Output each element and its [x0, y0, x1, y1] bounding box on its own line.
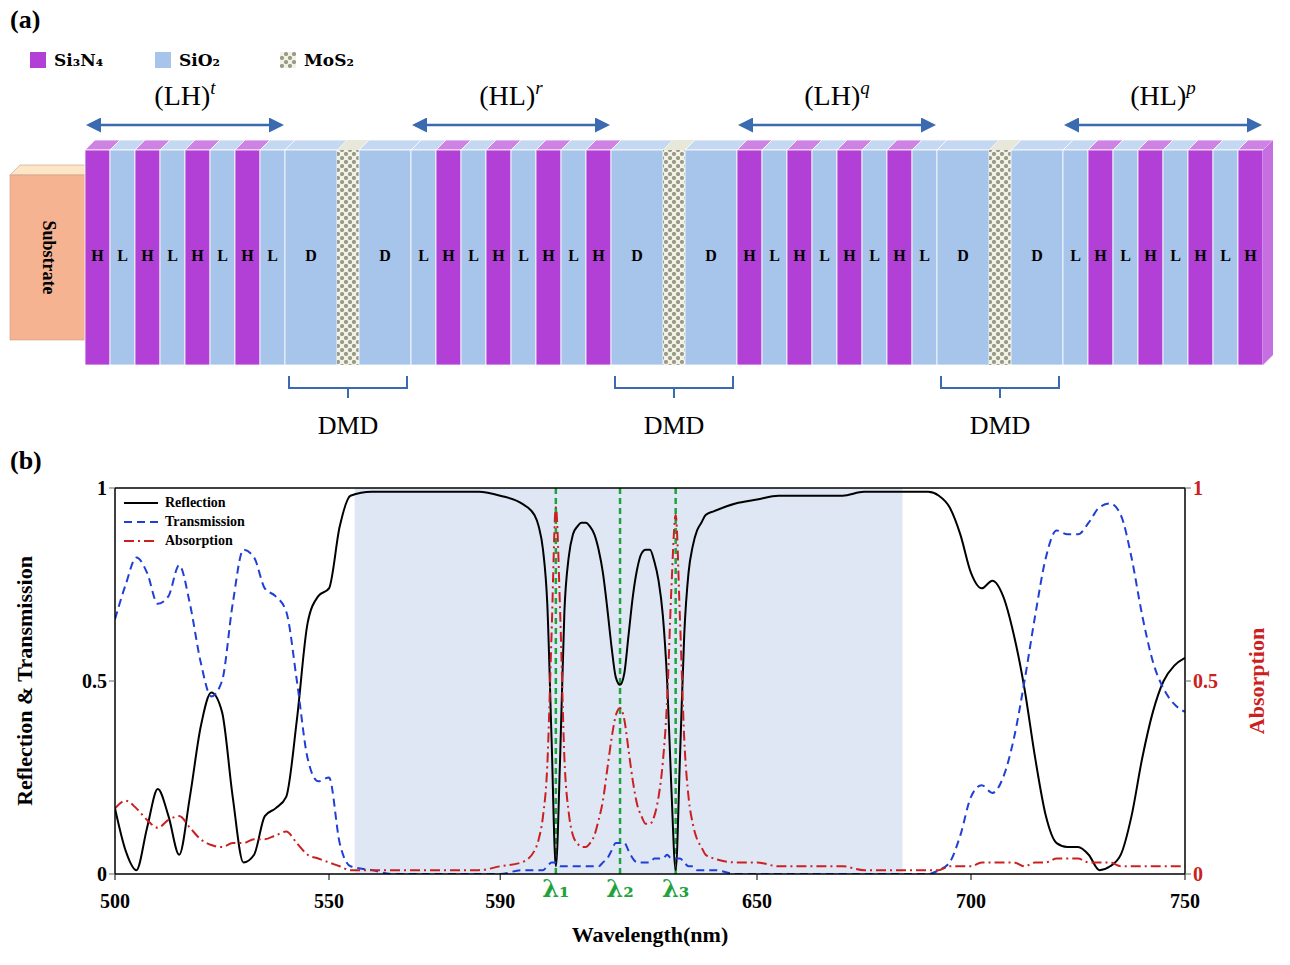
svg-text:λ₂: λ₂	[606, 874, 633, 903]
svg-text:L: L	[769, 247, 780, 264]
svg-text:(LH)q: (LH)q	[804, 77, 870, 111]
svg-text:(HL)r: (HL)r	[479, 77, 543, 111]
svg-text:H: H	[592, 247, 605, 264]
svg-text:L: L	[1170, 247, 1181, 264]
svg-text:L: L	[217, 247, 228, 264]
svg-text:L: L	[468, 247, 479, 264]
svg-text:Absorption: Absorption	[1244, 628, 1269, 734]
svg-text:λ₁: λ₁	[542, 874, 569, 903]
svg-text:L: L	[1070, 247, 1081, 264]
svg-text:H: H	[1244, 247, 1257, 264]
svg-text:L: L	[919, 247, 930, 264]
svg-text:750: 750	[1170, 890, 1200, 912]
html-text:(b): (b)	[10, 446, 42, 475]
svg-text:H: H	[492, 247, 505, 264]
svg-text:650: 650	[742, 890, 772, 912]
svg-text:Substrate: Substrate	[39, 220, 59, 294]
svg-text:0.5: 0.5	[82, 670, 107, 692]
svg-text:L: L	[418, 247, 429, 264]
svg-text:1: 1	[97, 477, 107, 499]
svg-text:D: D	[631, 247, 643, 264]
svg-text:D: D	[1031, 247, 1043, 264]
svg-text:H: H	[241, 247, 254, 264]
svg-text:L: L	[267, 247, 278, 264]
svg-text:(a): (a)	[10, 5, 40, 34]
svg-text:550: 550	[314, 890, 344, 912]
html-text:Reflection: Reflection	[165, 495, 226, 510]
svg-text:D: D	[705, 247, 717, 264]
svg-text:H: H	[141, 247, 154, 264]
svg-text:L: L	[1120, 247, 1131, 264]
svg-text:L: L	[568, 247, 579, 264]
svg-text:H: H	[793, 247, 806, 264]
svg-text:L: L	[1220, 247, 1231, 264]
svg-text:MoS₂: MoS₂	[304, 50, 354, 70]
svg-text:0.5: 0.5	[1193, 670, 1218, 692]
svg-text:1: 1	[1193, 477, 1203, 499]
svg-text:H: H	[1094, 247, 1107, 264]
svg-text:H: H	[542, 247, 555, 264]
svg-text:H: H	[1194, 247, 1207, 264]
svg-text:L: L	[819, 247, 830, 264]
svg-text:500: 500	[100, 890, 130, 912]
svg-text:L: L	[518, 247, 529, 264]
svg-text:D: D	[957, 247, 969, 264]
svg-text:(LH)t: (LH)t	[154, 77, 216, 111]
svg-text:H: H	[843, 247, 856, 264]
svg-text:D: D	[379, 247, 391, 264]
svg-text:λ₃: λ₃	[662, 874, 689, 903]
svg-text:L: L	[869, 247, 880, 264]
svg-text:H: H	[743, 247, 756, 264]
svg-text:700: 700	[956, 890, 986, 912]
svg-text:0: 0	[97, 863, 107, 885]
svg-text:DMD: DMD	[318, 411, 379, 440]
svg-text:H: H	[1144, 247, 1157, 264]
svg-text:Si₃N₄: Si₃N₄	[54, 50, 103, 70]
svg-text:(HL)p: (HL)p	[1130, 77, 1195, 111]
svg-text:D: D	[305, 247, 317, 264]
svg-text:H: H	[893, 247, 906, 264]
svg-text:590: 590	[485, 890, 515, 912]
svg-text:SiO₂: SiO₂	[179, 50, 220, 70]
svg-text:DMD: DMD	[644, 411, 705, 440]
svg-text:H: H	[91, 247, 104, 264]
svg-text:Wavelength(nm): Wavelength(nm)	[572, 922, 728, 947]
svg-text:DMD: DMD	[970, 411, 1031, 440]
html-text:Absorption: Absorption	[165, 533, 233, 548]
svg-text:0: 0	[1193, 863, 1203, 885]
svg-text:H: H	[442, 247, 455, 264]
svg-text:Reflection & Transmission: Reflection & Transmission	[12, 556, 37, 806]
svg-text:L: L	[117, 247, 128, 264]
svg-text:L: L	[167, 247, 178, 264]
svg-text:H: H	[191, 247, 204, 264]
html-text:Transmission: Transmission	[165, 514, 245, 529]
